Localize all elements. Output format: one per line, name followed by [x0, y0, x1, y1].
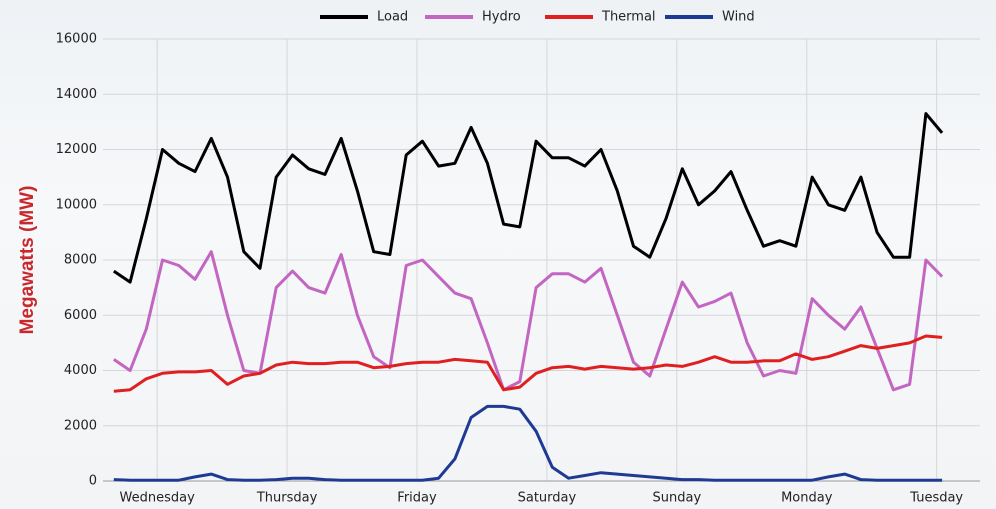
x-tick-label: Sunday	[653, 491, 702, 506]
y-tick-label: 4000	[64, 363, 97, 378]
line-series	[112, 112, 944, 284]
x-tick-label: Friday	[397, 491, 437, 506]
y-axis-label: Megawatts (MW)	[17, 186, 38, 335]
y-tick-label: 2000	[64, 418, 97, 433]
y-tick-label: 8000	[64, 253, 97, 268]
legend-label: Thermal	[601, 10, 656, 25]
y-tick-label: 10000	[56, 197, 97, 212]
y-tick-label: 16000	[56, 32, 97, 47]
x-tick-label: Wednesday	[120, 491, 196, 506]
legend-label: Wind	[722, 10, 755, 25]
x-tick-label: Saturday	[518, 491, 577, 506]
y-tick-label: 14000	[56, 87, 97, 102]
line-series	[113, 334, 943, 393]
legend-label: Load	[377, 10, 408, 25]
y-tick-label: 0	[89, 474, 97, 489]
x-tick-label: Monday	[781, 491, 833, 506]
y-tick-label: 12000	[56, 142, 97, 157]
line-series	[112, 250, 944, 392]
x-tick-label: Tuesday	[909, 491, 963, 506]
x-tick-label: Thursday	[256, 491, 318, 506]
y-tick-label: 6000	[64, 308, 97, 323]
legend-label: Hydro	[482, 10, 521, 25]
line-series	[113, 404, 943, 482]
